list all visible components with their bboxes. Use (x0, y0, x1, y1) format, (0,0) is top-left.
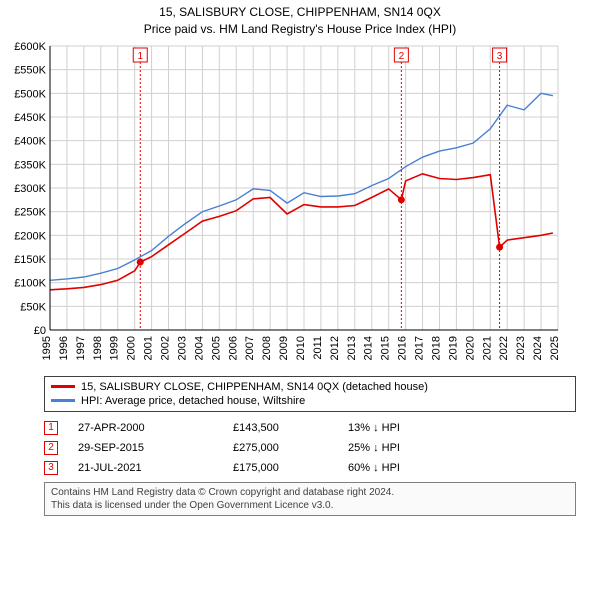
svg-text:1997: 1997 (75, 336, 87, 360)
title-block: 15, SALISBURY CLOSE, CHIPPENHAM, SN14 0Q… (4, 4, 596, 38)
svg-text:2008: 2008 (261, 336, 273, 360)
credit-line-1: Contains HM Land Registry data © Crown c… (51, 486, 569, 499)
svg-text:2009: 2009 (278, 336, 290, 360)
svg-text:2013: 2013 (346, 336, 358, 360)
svg-text:2017: 2017 (414, 336, 426, 360)
transactions-table: 1 27-APR-2000£143,50013% ↓ HPI 2 29-SEP-201… (44, 418, 576, 478)
svg-text:2012: 2012 (329, 336, 341, 360)
svg-text:£500K: £500K (14, 88, 46, 100)
transaction-date: 21-JUL-2021 (78, 462, 233, 474)
svg-text:£0: £0 (34, 325, 46, 337)
svg-text:2: 2 (399, 51, 405, 62)
legend-label: 15, SALISBURY CLOSE, CHIPPENHAM, SN14 0Q… (81, 381, 428, 393)
svg-text:2019: 2019 (447, 336, 459, 360)
chart-svg: £0 £50K £100K £150K £200K £250K £300K £350K £400… (4, 40, 564, 370)
svg-text:£600K: £600K (14, 41, 46, 53)
svg-text:2011: 2011 (312, 336, 324, 360)
svg-text:1995: 1995 (41, 336, 53, 360)
transaction-price: £175,000 (233, 462, 348, 474)
chart-area: £0 £50K £100K £150K £200K £250K £300K £350K £400… (4, 40, 596, 370)
svg-text:£200K: £200K (14, 230, 46, 242)
legend: 15, SALISBURY CLOSE, CHIPPENHAM, SN14 0Q… (44, 376, 576, 412)
transaction-marker: 3 (44, 461, 58, 475)
legend-label: HPI: Average price, detached house, Wilt… (81, 395, 305, 407)
svg-text:2024: 2024 (532, 336, 544, 360)
svg-text:2010: 2010 (295, 336, 307, 360)
svg-text:£50K: £50K (20, 301, 46, 313)
svg-text:2001: 2001 (143, 336, 155, 360)
svg-text:£450K: £450K (14, 112, 46, 124)
svg-text:2015: 2015 (380, 336, 392, 360)
svg-text:2022: 2022 (498, 336, 510, 360)
svg-text:2000: 2000 (126, 336, 138, 360)
title-subtitle: Price paid vs. HM Land Registry's House … (4, 21, 596, 38)
credit-line-2: This data is licensed under the Open Gov… (51, 499, 569, 512)
svg-text:2004: 2004 (193, 336, 205, 360)
svg-text:2007: 2007 (244, 336, 256, 360)
transaction-diff: 13% ↓ HPI (348, 422, 468, 434)
svg-text:2018: 2018 (430, 336, 442, 360)
legend-row: 15, SALISBURY CLOSE, CHIPPENHAM, SN14 0Q… (51, 380, 569, 394)
svg-text:£350K: £350K (14, 159, 46, 171)
svg-text:1: 1 (137, 51, 143, 62)
transaction-date: 29-SEP-2015 (78, 442, 233, 454)
svg-text:2014: 2014 (363, 336, 375, 360)
svg-text:2003: 2003 (176, 336, 188, 360)
series-hpi (50, 93, 553, 280)
svg-text:£250K: £250K (14, 206, 46, 218)
series-price-paid (50, 173, 553, 289)
transaction-row: 2 29-SEP-2015£275,00025% ↓ HPI (44, 438, 576, 458)
svg-text:1998: 1998 (92, 336, 104, 360)
svg-text:£550K: £550K (14, 64, 46, 76)
svg-text:£400K: £400K (14, 135, 46, 147)
svg-text:2002: 2002 (160, 336, 172, 360)
svg-text:2005: 2005 (210, 336, 222, 360)
transaction-diff: 60% ↓ HPI (348, 462, 468, 474)
transaction-price: £275,000 (233, 442, 348, 454)
title-address: 15, SALISBURY CLOSE, CHIPPENHAM, SN14 0Q… (4, 4, 596, 21)
legend-swatch (51, 399, 75, 402)
transaction-row: 1 27-APR-2000£143,50013% ↓ HPI (44, 418, 576, 438)
svg-text:2020: 2020 (464, 336, 476, 360)
svg-text:2025: 2025 (549, 336, 561, 360)
svg-text:£300K: £300K (14, 183, 46, 195)
svg-text:2021: 2021 (481, 336, 493, 360)
credit-note: Contains HM Land Registry data © Crown c… (44, 482, 576, 516)
legend-swatch (51, 385, 75, 388)
legend-row: HPI: Average price, detached house, Wilt… (51, 394, 569, 408)
svg-text:2023: 2023 (515, 336, 527, 360)
svg-text:1996: 1996 (58, 336, 70, 360)
svg-text:£100K: £100K (14, 277, 46, 289)
svg-text:2016: 2016 (397, 336, 409, 360)
svg-text:1999: 1999 (109, 336, 121, 360)
transaction-marker: 1 (44, 421, 58, 435)
transaction-marker: 2 (44, 441, 58, 455)
svg-text:3: 3 (497, 51, 503, 62)
chart-figure: 15, SALISBURY CLOSE, CHIPPENHAM, SN14 0Q… (0, 0, 600, 524)
svg-text:2006: 2006 (227, 336, 239, 360)
transaction-date: 27-APR-2000 (78, 422, 233, 434)
transaction-diff: 25% ↓ HPI (348, 442, 468, 454)
svg-text:£150K: £150K (14, 254, 46, 266)
transaction-price: £143,500 (233, 422, 348, 434)
transaction-row: 3 21-JUL-2021£175,00060% ↓ HPI (44, 458, 576, 478)
